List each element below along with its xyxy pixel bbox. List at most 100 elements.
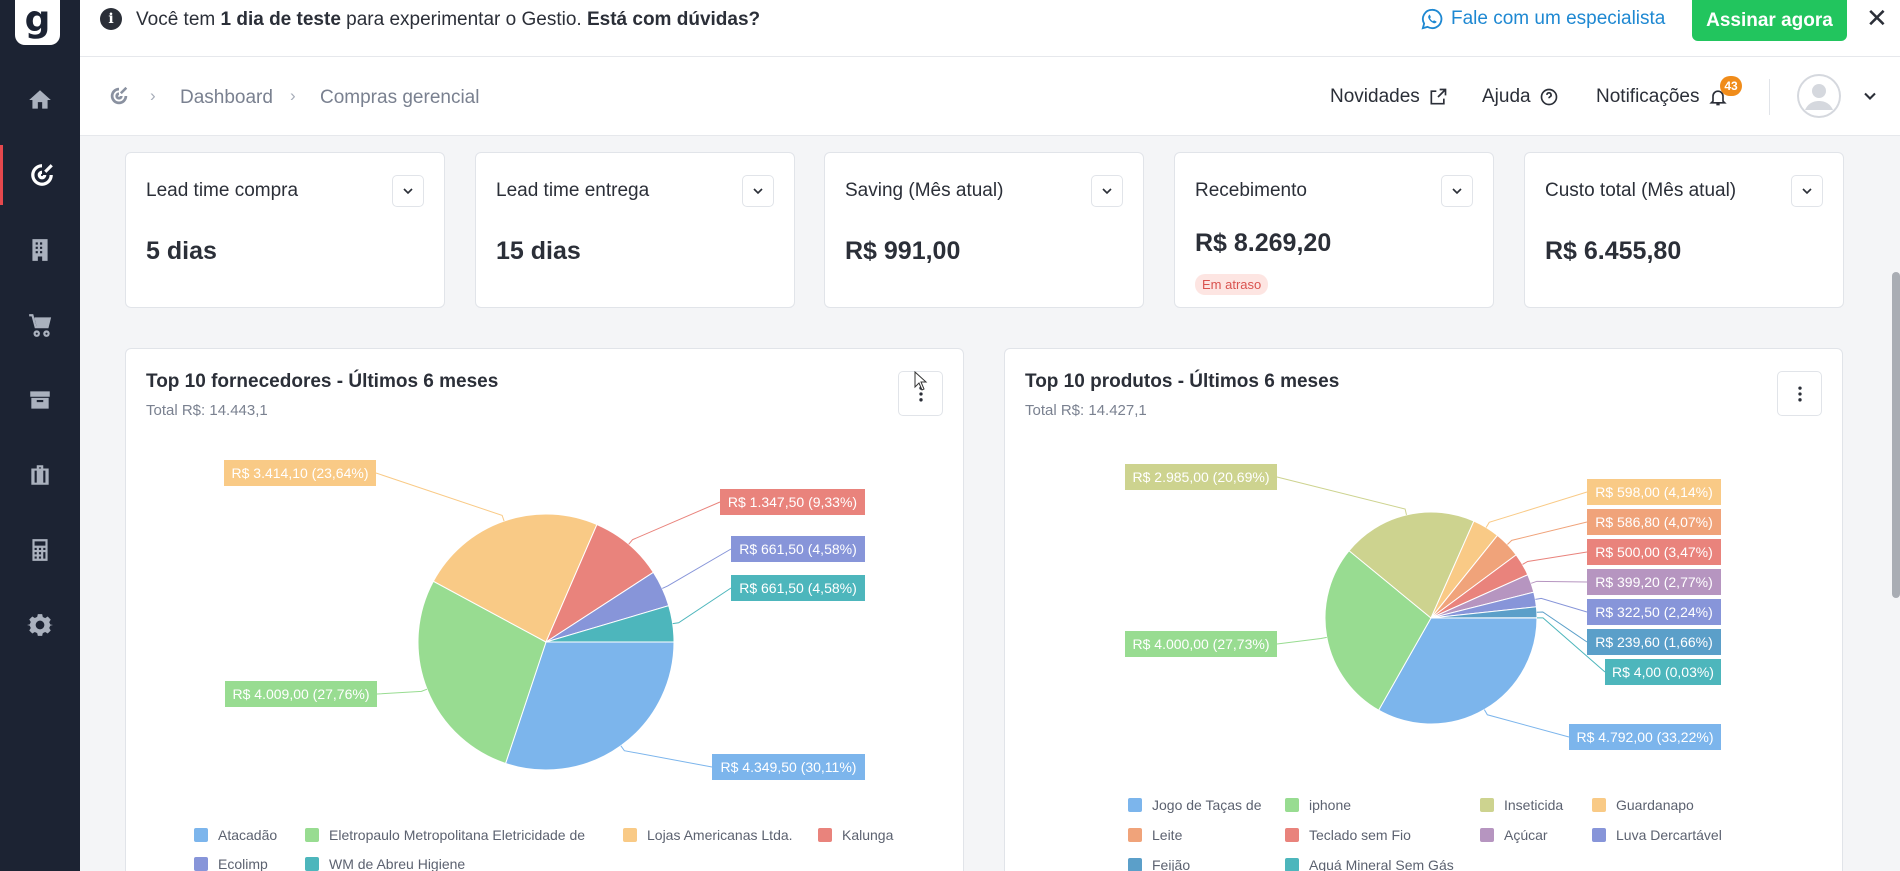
pie-data-label: R$ 661,50 (4,58%) (739, 580, 857, 596)
pie-data-label: R$ 4.792,00 (33,22%) (1577, 729, 1714, 745)
pie-data-label: R$ 586,80 (4,07%) (1595, 514, 1713, 530)
dashboard-icon[interactable] (0, 145, 80, 205)
legend-item[interactable]: Inseticida (1480, 797, 1563, 813)
chevron-down-icon (1102, 188, 1112, 195)
kpi-expand-button[interactable] (1441, 175, 1473, 207)
chevron-down-icon (1802, 188, 1812, 195)
legend-label: Atacadão (218, 827, 278, 843)
pie-data-label-box (731, 575, 865, 601)
box-icon[interactable] (0, 370, 80, 430)
pie-slice[interactable] (1324, 550, 1432, 711)
legend-item[interactable]: Atacadão (194, 827, 277, 843)
legend-swatch (194, 828, 208, 842)
cart-icon[interactable] (0, 295, 80, 355)
chart-title: Top 10 fornecedores - Últimos 6 meses (146, 371, 499, 392)
legend-item[interactable]: Ecolimp (194, 856, 268, 871)
breadcrumb-separator: › (290, 86, 296, 105)
pie-data-label: R$ 3.414,10 (23,64%) (232, 465, 369, 481)
pie-data-label-box (1587, 539, 1721, 565)
kpi-card-total-cost: Custo total (Mês atual) R$ 6.455,80 (1524, 152, 1844, 308)
kpi-value: 5 dias (146, 237, 217, 265)
legend-swatch (1128, 828, 1142, 842)
pie-data-label: R$ 661,50 (4,58%) (739, 541, 857, 557)
legend-item[interactable]: Jogo de Taças de (1128, 797, 1262, 813)
suppliers-pie-chart: R$ 4.349,50 (30,11%) R$ 4.009,00 (27,76%)… (224, 460, 865, 780)
legend-label: Guardanapo (1616, 797, 1694, 813)
legend-swatch (1285, 798, 1299, 812)
legend-item[interactable]: Kalunga (818, 827, 893, 843)
pie-data-label: R$ 239,60 (1,66%) (1595, 634, 1713, 650)
building-icon[interactable] (0, 220, 80, 280)
kpi-expand-button[interactable] (392, 175, 424, 207)
legend-label: WM de Abreu Higiene (329, 856, 466, 871)
legend-item[interactable]: Luva Dercartável (1592, 827, 1722, 843)
legend-item[interactable]: Leite (1128, 827, 1182, 843)
legend-item[interactable]: Guardanapo (1592, 797, 1694, 813)
pie-data-label: R$ 500,00 (3,47%) (1595, 544, 1713, 560)
legend-label: Teclado sem Fio (1309, 827, 1411, 843)
pie-leader-line (1535, 597, 1588, 613)
notifications-count-badge: 43 (1720, 76, 1742, 96)
home-icon[interactable] (0, 70, 80, 130)
pie-leader-line (1536, 611, 1588, 643)
breadcrumb-dashboard[interactable]: Dashboard (180, 87, 273, 108)
legend-item[interactable]: Açúcar (1480, 827, 1548, 843)
pie-data-label-box (712, 754, 865, 780)
legend-label: Inseticida (1504, 797, 1564, 813)
chart-menu-button[interactable] (1777, 371, 1822, 416)
legend-item[interactable]: Lojas Americanas Ltda. (623, 827, 793, 843)
pie-data-label-box (1569, 724, 1721, 750)
legend-item[interactable]: iphone (1285, 797, 1351, 813)
header-divider (1769, 79, 1770, 115)
legend-item[interactable]: WM de Abreu Higiene (305, 856, 465, 871)
page-scrollbar[interactable] (1892, 272, 1900, 598)
legend-item[interactable]: Feijão (1128, 857, 1190, 871)
legend-swatch (194, 857, 208, 871)
close-banner-icon[interactable]: ✕ (1866, 4, 1888, 34)
kpi-expand-button[interactable] (742, 175, 774, 207)
legend-item[interactable]: Teclado sem Fio (1285, 827, 1411, 843)
legend-swatch (1285, 828, 1299, 842)
pie-data-label-box (1587, 599, 1721, 625)
pie-data-label-box (224, 460, 376, 486)
legend-item[interactable]: Aguá Mineral Sem Gás (1285, 857, 1454, 871)
pie-leader-line (628, 501, 721, 545)
kpi-title: Lead time entrega (496, 180, 650, 201)
breadcrumb-current: Compras gerencial (320, 87, 480, 108)
pie-slice[interactable] (1378, 617, 1538, 725)
pie-slice[interactable] (545, 605, 675, 643)
info-icon: i (100, 8, 122, 30)
legend-swatch (1592, 798, 1606, 812)
pie-data-label-box (1587, 509, 1721, 535)
settings-gear-icon[interactable] (0, 595, 80, 655)
pie-data-label-box (1587, 629, 1721, 655)
gestio-logo[interactable]: g (15, 0, 60, 45)
chart-subtitle: Total R$: 14.443,1 (146, 402, 268, 419)
top-products-chart-panel: R$ 4.792,00 (33,22%) R$ 4.000,00 (27,73%)… (1004, 348, 1843, 871)
chevron-down-icon[interactable] (1860, 86, 1880, 106)
legend-label: Kalunga (842, 827, 894, 843)
help-label: Ajuda (1482, 86, 1531, 107)
pie-leader-line (1536, 617, 1606, 673)
kpi-expand-button[interactable] (1791, 175, 1823, 207)
subscribe-button[interactable]: Assinar agora (1692, 0, 1847, 41)
pie-slice[interactable] (432, 513, 598, 643)
user-avatar[interactable] (1797, 74, 1841, 118)
pie-data-label: R$ 1.347,50 (9,33%) (728, 494, 857, 510)
legend-swatch (1480, 828, 1494, 842)
legend-label: Lojas Americanas Ltda. (647, 827, 793, 843)
notifications-link[interactable]: Notificações (1596, 86, 1728, 108)
help-link[interactable]: Ajuda (1482, 86, 1559, 108)
briefcase-icon[interactable] (0, 445, 80, 505)
chart-subtitle: Total R$: 14.427,1 (1025, 402, 1147, 419)
news-link[interactable]: Novidades (1330, 86, 1448, 108)
pie-leader-line (376, 688, 428, 695)
calculator-icon[interactable] (0, 520, 80, 580)
pie-leader-line (672, 587, 732, 625)
trial-message: Você tem 1 dia de teste para experimenta… (136, 9, 761, 30)
breadcrumb-home-icon[interactable] (108, 85, 130, 107)
pie-data-label-box (1125, 464, 1277, 490)
whatsapp-specialist-link[interactable]: Fale com um especialista (1421, 8, 1665, 30)
legend-item[interactable]: Eletropaulo Metropolitana Eletricidade d… (305, 827, 585, 843)
kpi-expand-button[interactable] (1091, 175, 1123, 207)
